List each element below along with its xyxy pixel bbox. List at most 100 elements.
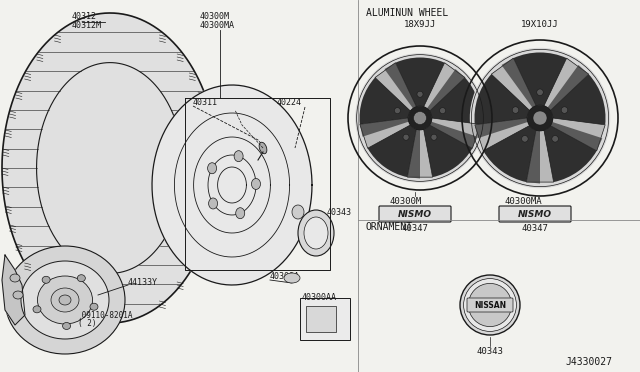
Text: 40347: 40347: [401, 224, 428, 233]
Text: 40300AA: 40300AA: [302, 293, 337, 302]
Text: ¸09110-8201A: ¸09110-8201A: [78, 310, 134, 319]
Polygon shape: [152, 85, 312, 285]
Wedge shape: [550, 74, 605, 125]
Ellipse shape: [209, 198, 218, 209]
FancyBboxPatch shape: [379, 206, 451, 222]
Circle shape: [512, 107, 519, 113]
Ellipse shape: [259, 142, 267, 154]
Text: 40312: 40312: [72, 12, 97, 21]
Polygon shape: [544, 58, 589, 110]
Polygon shape: [375, 63, 417, 111]
Circle shape: [468, 283, 511, 327]
Text: 19X10JJ: 19X10JJ: [521, 20, 559, 29]
Ellipse shape: [90, 303, 98, 310]
Ellipse shape: [33, 306, 41, 313]
Wedge shape: [543, 125, 596, 182]
Wedge shape: [513, 52, 566, 106]
Ellipse shape: [59, 295, 71, 305]
Ellipse shape: [21, 261, 109, 339]
Polygon shape: [548, 65, 589, 110]
Polygon shape: [385, 63, 417, 108]
Circle shape: [431, 134, 437, 140]
Text: 44133Y: 44133Y: [128, 278, 158, 287]
Polygon shape: [424, 63, 465, 111]
FancyBboxPatch shape: [467, 298, 513, 312]
Text: 40312M: 40312M: [72, 21, 102, 30]
Text: NISSAN: NISSAN: [474, 301, 506, 310]
Circle shape: [533, 111, 547, 125]
Ellipse shape: [38, 276, 93, 324]
Polygon shape: [427, 69, 465, 111]
Text: 40343: 40343: [327, 208, 352, 217]
Text: 40300MA: 40300MA: [200, 21, 235, 30]
Ellipse shape: [236, 208, 244, 219]
Ellipse shape: [51, 288, 79, 312]
Text: 40300M: 40300M: [390, 197, 422, 206]
Text: 40300A: 40300A: [270, 272, 300, 281]
Circle shape: [561, 107, 568, 113]
Ellipse shape: [298, 210, 334, 256]
Ellipse shape: [252, 179, 260, 189]
Wedge shape: [474, 74, 531, 125]
Text: NISMO: NISMO: [518, 209, 552, 218]
Wedge shape: [360, 77, 411, 124]
Polygon shape: [550, 122, 602, 151]
Circle shape: [440, 108, 445, 114]
Text: ( 2): ( 2): [78, 319, 97, 328]
Wedge shape: [422, 124, 472, 177]
Ellipse shape: [77, 275, 85, 282]
Text: ALUMINUN WHEEL: ALUMINUN WHEEL: [366, 8, 448, 18]
Circle shape: [470, 48, 610, 188]
Circle shape: [355, 53, 485, 183]
Ellipse shape: [10, 274, 20, 282]
Text: J4330027: J4330027: [565, 357, 612, 367]
Ellipse shape: [63, 323, 70, 330]
Ellipse shape: [42, 276, 50, 283]
Ellipse shape: [207, 163, 216, 174]
Polygon shape: [502, 58, 536, 108]
FancyBboxPatch shape: [499, 206, 571, 222]
Text: 40343: 40343: [477, 347, 504, 356]
Wedge shape: [483, 125, 538, 182]
Text: NISMO: NISMO: [398, 209, 432, 218]
Circle shape: [460, 275, 520, 335]
Ellipse shape: [292, 205, 304, 219]
Text: 40224: 40224: [277, 98, 302, 107]
Circle shape: [394, 108, 401, 114]
Text: 18X9JJ: 18X9JJ: [404, 20, 436, 29]
Text: ORNAMENT: ORNAMENT: [366, 222, 413, 232]
Circle shape: [537, 89, 543, 96]
Ellipse shape: [284, 273, 300, 283]
Polygon shape: [360, 118, 410, 148]
Ellipse shape: [234, 151, 243, 162]
Circle shape: [413, 112, 426, 125]
Bar: [300, 298, 350, 340]
Text: 40300MA: 40300MA: [505, 197, 543, 206]
Text: 40311: 40311: [193, 98, 218, 107]
Polygon shape: [526, 130, 540, 183]
Polygon shape: [2, 255, 25, 325]
Circle shape: [463, 279, 516, 331]
Wedge shape: [367, 124, 417, 177]
Polygon shape: [360, 118, 409, 137]
Polygon shape: [492, 58, 536, 110]
Polygon shape: [408, 129, 433, 177]
Circle shape: [527, 105, 553, 131]
Polygon shape: [429, 122, 477, 148]
Wedge shape: [396, 58, 445, 107]
Polygon shape: [475, 118, 528, 138]
Polygon shape: [2, 13, 218, 323]
Text: 40300M: 40300M: [200, 12, 230, 21]
Polygon shape: [550, 118, 605, 151]
Polygon shape: [429, 118, 480, 148]
Polygon shape: [408, 129, 420, 179]
Ellipse shape: [304, 217, 328, 249]
Circle shape: [552, 135, 559, 142]
Circle shape: [408, 106, 432, 130]
Wedge shape: [429, 77, 481, 124]
Circle shape: [522, 135, 528, 142]
Ellipse shape: [5, 246, 125, 354]
Circle shape: [417, 91, 423, 97]
Text: 40347: 40347: [522, 224, 548, 233]
Polygon shape: [526, 130, 554, 182]
